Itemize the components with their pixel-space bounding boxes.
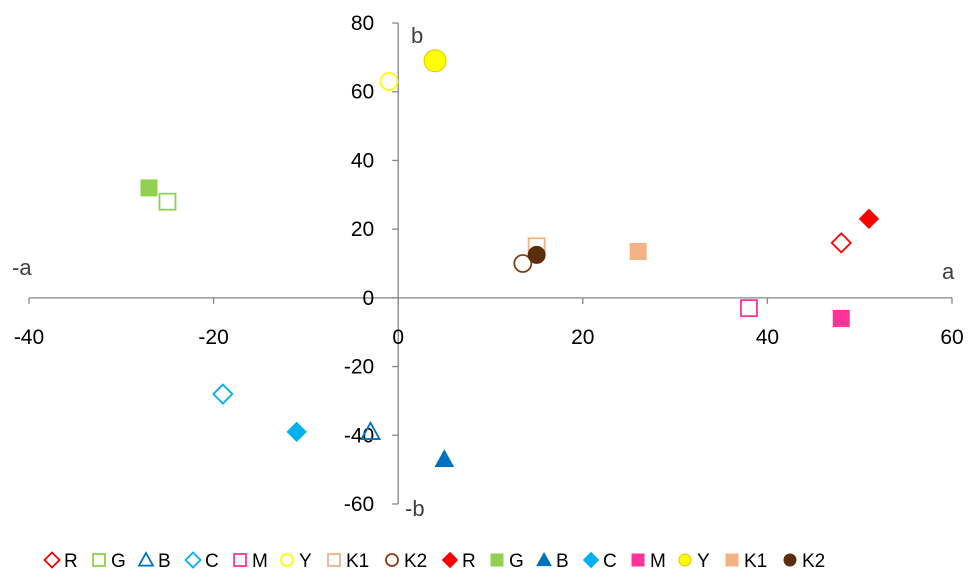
legend-marker-y-open [280, 553, 294, 567]
legend-label-b-open: B [158, 551, 171, 572]
legend-label-k2-open: K2 [404, 551, 427, 572]
legend-marker-c-filled [582, 551, 600, 569]
legend-label-c-filled: C [603, 551, 617, 572]
y-tick-label: 80 [351, 12, 374, 35]
point-y-open [379, 72, 399, 91]
point-k2-open [513, 254, 533, 273]
point-c-filled [286, 421, 307, 443]
legend-label-k1-open: K1 [346, 551, 369, 572]
legend-label-c-open: C [205, 551, 219, 572]
axes [28, 22, 953, 505]
legend-label-r-open: R [64, 551, 78, 572]
x-tick-label: 40 [756, 326, 779, 349]
point-r-open [830, 232, 853, 254]
legend-marker-r-open [43, 551, 61, 569]
point-k1-filled [629, 242, 647, 260]
legend-marker-y-filled [678, 553, 692, 567]
y-tick-label: -60 [344, 493, 374, 516]
legend-marker-k1-open [327, 553, 341, 567]
x-tick-label: 60 [940, 326, 963, 349]
legend-label-y-filled: Y [697, 551, 710, 572]
point-g-filled [140, 179, 158, 197]
legend: R G B C M Y K1 K2 R G B C M Y K1 K2 [43, 551, 825, 572]
axis-end-labels: -a a b -b [12, 23, 955, 521]
legend-label-m-open: M [252, 551, 268, 572]
x-tick-label: -20 [198, 326, 228, 349]
legend-marker-g-filled [490, 553, 504, 567]
legend-marker-k2-filled [783, 553, 797, 567]
legend-marker-k1-filled [725, 553, 739, 567]
legend-label-k2-filled: K2 [802, 551, 825, 572]
y-tick-label: -20 [344, 356, 374, 379]
point-m-open [740, 299, 758, 318]
legend-marker-g-open [92, 553, 106, 567]
data-points [140, 49, 880, 468]
point-g-open [158, 192, 177, 211]
legend-marker-k2-open [385, 553, 399, 567]
y-tick-label: -40 [344, 424, 374, 447]
point-b-filled [434, 449, 455, 468]
legend-label-m-filled: M [650, 551, 666, 572]
legend-marker-b-filled [536, 551, 552, 567]
legend-marker-m-open [233, 553, 247, 567]
point-m-filled [832, 309, 850, 327]
point-r-filled [858, 208, 880, 230]
legend-marker-c-open [184, 551, 202, 569]
legend-marker-m-filled [631, 553, 645, 567]
legend-label-y-open: Y [299, 551, 312, 572]
y-tick-label: 60 [351, 81, 374, 104]
y-tick-label: 0 [363, 287, 375, 310]
axis-label-b: b [411, 23, 423, 48]
x-tick-label: 20 [571, 326, 594, 349]
legend-label-b-filled: B [556, 551, 569, 572]
legend-marker-r-filled [441, 551, 459, 569]
point-c-open [212, 383, 234, 405]
legend-label-g-filled: G [509, 551, 524, 572]
x-tick-label: -40 [14, 326, 44, 349]
legend-label-r-filled: R [462, 551, 476, 572]
point-b-open [359, 420, 382, 440]
tick-labels: -40 -20 0 20 40 60 80 60 40 20 0 -20 -40 -60 [14, 12, 964, 516]
y-tick-label: 40 [351, 149, 374, 172]
legend-label-k1-filled: K1 [744, 551, 767, 572]
legend-marker-b-open [137, 551, 155, 567]
axis-label-neg-a: -a [12, 255, 32, 280]
axis-label-a: a [942, 259, 955, 284]
point-k2-filled [527, 245, 546, 264]
x-tick-label: 0 [392, 326, 404, 349]
legend-label-g-open: G [111, 551, 126, 572]
y-tick-label: 20 [351, 218, 374, 241]
point-y-filled [423, 49, 447, 73]
axis-label-neg-b: -b [405, 496, 425, 521]
